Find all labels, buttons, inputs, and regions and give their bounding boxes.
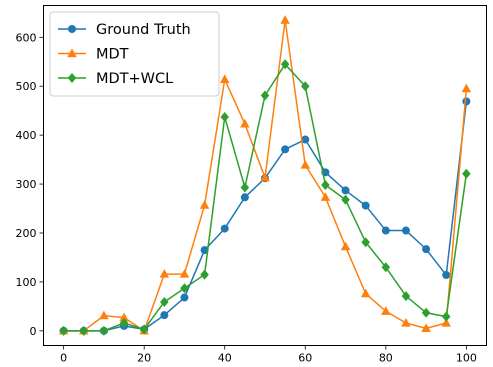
data-point-mdt-wcl (220, 112, 229, 123)
data-point-ground-truth (381, 226, 390, 235)
x-tick-label: 80 (379, 352, 393, 365)
x-tick-label: 40 (218, 352, 232, 365)
data-point-mdt-wcl (361, 237, 370, 248)
plot-frame (43, 5, 487, 346)
x-tick-label: 0 (60, 352, 67, 365)
y-tick-label: 400 (16, 129, 37, 142)
data-point-mdt-wcl (441, 311, 451, 322)
legend-box (49, 11, 220, 97)
data-point-mdt (401, 317, 411, 327)
data-point-mdt-wcl (421, 307, 431, 318)
data-point-ground-truth (180, 293, 189, 302)
data-point-mdt-wcl (59, 325, 68, 336)
data-point-ground-truth (401, 226, 410, 235)
x-tick-label: 20 (137, 352, 151, 365)
data-point-mdt (99, 310, 109, 320)
y-tick-label: 200 (16, 227, 37, 240)
data-point-mdt-wcl (321, 180, 330, 191)
data-point-mdt-wcl (79, 325, 89, 336)
data-point-mdt (320, 192, 331, 201)
legend-label: MDT+WCL (96, 71, 173, 87)
legend-item-mdt-wcl: MDT+WCL (58, 71, 173, 87)
data-point-mdt (461, 83, 472, 93)
data-point-mdt (340, 241, 351, 251)
data-point-ground-truth (341, 186, 350, 195)
data-point-ground-truth (442, 271, 451, 280)
legend-marker-mdt (67, 48, 77, 58)
data-point-ground-truth (281, 145, 290, 154)
data-point-mdt (441, 317, 451, 327)
data-point-mdt (199, 200, 210, 209)
data-point-mdt-wcl (180, 283, 189, 294)
series-lines (58, 15, 472, 336)
legend-label: Ground Truth (96, 22, 191, 38)
data-point-ground-truth (220, 224, 229, 233)
y-tick-label: 0 (30, 325, 37, 338)
data-point-mdt (360, 288, 371, 298)
data-point-ground-truth (301, 135, 310, 144)
y-tick-label: 100 (16, 276, 37, 289)
data-point-mdt (119, 312, 129, 322)
data-point-mdt-wcl (99, 325, 109, 336)
y-tick-label: 300 (16, 178, 37, 191)
data-point-mdt (179, 269, 190, 278)
x-tick-label: 100 (456, 352, 477, 365)
data-point-mdt-wcl (401, 291, 411, 302)
data-point-mdt (260, 172, 270, 182)
data-point-mdt-wcl (381, 262, 391, 273)
data-point-mdt-wcl (139, 324, 149, 335)
data-point-mdt-wcl (119, 317, 129, 328)
data-point-ground-truth (200, 246, 209, 255)
data-point-mdt-wcl (341, 194, 350, 205)
series-line-mdt-wcl (63, 63, 468, 332)
legend-marker-mdt-wcl (67, 73, 77, 83)
legend-item-mdt: MDT (58, 47, 129, 63)
data-point-mdt-wcl (260, 90, 270, 101)
data-point-mdt-wcl (240, 182, 250, 193)
data-point-mdt-wcl (200, 269, 209, 280)
y-tick-label: 600 (16, 31, 37, 44)
x-tick-label: 60 (298, 352, 312, 365)
legend: Ground Truth MDT MDT+WCL (49, 11, 220, 97)
series-mdt-wcl (59, 59, 471, 336)
legend-item-ground-truth: Ground Truth (58, 22, 191, 38)
data-point-mdt (240, 118, 250, 128)
data-point-mdt-wcl (301, 81, 310, 92)
data-point-mdt-wcl (160, 296, 169, 307)
data-point-mdt-wcl (462, 168, 471, 179)
data-point-mdt (280, 15, 290, 24)
data-point-ground-truth (160, 311, 169, 320)
data-point-mdt (159, 269, 170, 278)
y-tick-label: 500 (16, 80, 37, 93)
data-point-mdt (219, 74, 230, 83)
data-point-ground-truth (422, 245, 431, 254)
data-point-mdt (421, 323, 431, 332)
data-point-mdt (381, 306, 391, 315)
legend-marker-ground-truth (68, 25, 76, 33)
data-point-ground-truth (462, 97, 471, 106)
legend-label: MDT (96, 47, 129, 63)
data-point-mdt (300, 159, 311, 169)
data-point-ground-truth (361, 201, 370, 210)
data-point-mdt-wcl (280, 59, 290, 70)
axis-ticks: 0 20 40 60 80 100 0 100 200 300 400 500 600 (16, 31, 477, 364)
data-point-ground-truth (240, 193, 249, 202)
